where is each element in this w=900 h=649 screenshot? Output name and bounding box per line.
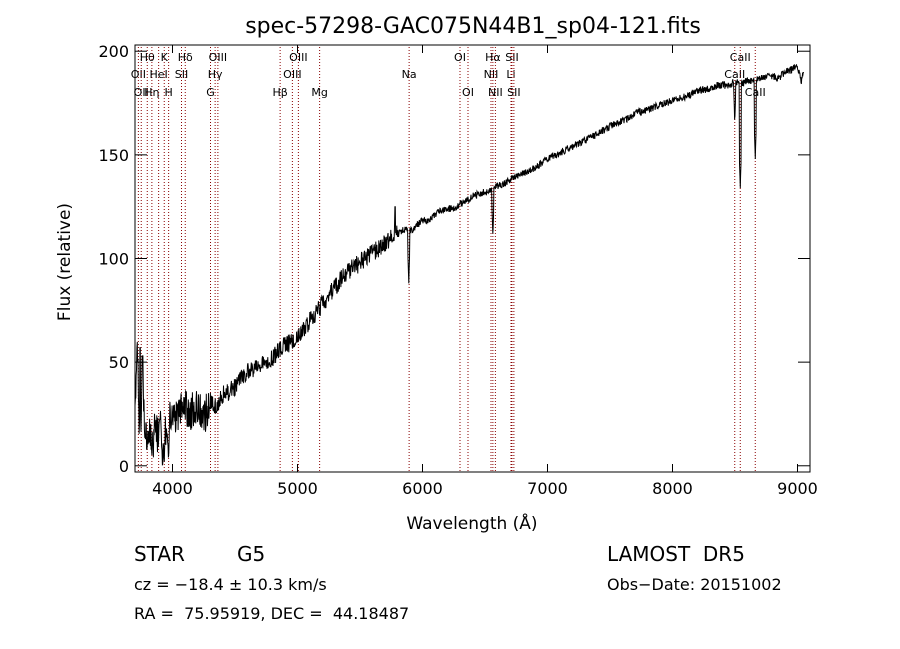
y-tick-label-1: 50 [109, 353, 129, 372]
line-marker-label-2: Hθ [140, 51, 155, 64]
axis-ticks: 4000 5000 6000 7000 8000 9000 0 50 100 150 200 [98, 42, 817, 498]
line-marker-label-16: Na [402, 68, 417, 81]
redshift-label: cz = −18.4 ± 10.3 km/s [134, 575, 327, 594]
line-marker-label-14: OIII [289, 51, 307, 64]
x-axis-label: Wavelength (Å) [406, 512, 537, 534]
y-axis-label: Flux (relative) [55, 203, 75, 321]
line-marker-label-20: Hα [485, 51, 501, 64]
line-marker-label-23: SII [505, 51, 518, 64]
y-tick-label-2: 100 [98, 250, 129, 269]
line-marker-label-17: OI [454, 51, 466, 64]
object-subclass: G5 [237, 542, 266, 566]
line-marker-label-13: OIII [283, 68, 301, 81]
line-marker-label-1: OII [134, 86, 149, 99]
survey-label: LAMOST DR5 [607, 542, 745, 566]
line-marker-label-18: OI [462, 86, 474, 99]
line-marker-label-24: SII [507, 86, 520, 99]
x-tick-label-2: 6000 [402, 479, 443, 498]
x-tick-label-5: 9000 [777, 479, 818, 498]
line-marker-label-5: K [161, 51, 169, 64]
line-marker-label-7: SII [175, 68, 188, 81]
object-class: STAR [134, 542, 185, 566]
line-marker-label-26: CaII [730, 51, 751, 64]
line-marker-label-22: Li [506, 68, 515, 81]
line-marker-label-4: HeI [149, 68, 167, 81]
series-layer [134, 64, 805, 466]
line-marker-label-10: Hγ [208, 68, 223, 81]
line-marker-label-27: CaII [745, 86, 766, 99]
line-marker-label-25: CaII [724, 68, 745, 81]
y-tick-label-3: 150 [98, 146, 129, 165]
line-marker-label-11: OIII [209, 51, 227, 64]
chart-title: spec-57298-GAC075N44B1_sp04-121.fits [245, 14, 701, 39]
x-tick-label-1: 5000 [277, 479, 318, 498]
y-tick-label-0: 0 [119, 457, 129, 476]
spectrum-line [134, 64, 805, 466]
line-marker-label-8: Hδ [178, 51, 193, 64]
line-marker-label-0: OII [131, 68, 146, 81]
line-marker-label-15: Mg [311, 86, 327, 99]
line-marker-label-21: NII [488, 86, 503, 99]
line-marker-label-19: NII [484, 68, 499, 81]
x-tick-label-3: 7000 [527, 479, 568, 498]
coordinates-label: RA = 75.95919, DEC = 44.18487 [134, 604, 410, 623]
line-marker-label-6: H [164, 86, 172, 99]
line-marker-label-12: Hβ [272, 86, 287, 99]
plot-frame [134, 44, 811, 473]
x-tick-label-4: 8000 [652, 479, 693, 498]
line-marker-label-3: Hη [144, 86, 159, 99]
x-tick-label-0: 4000 [152, 479, 193, 498]
obs-date-label: Obs−Date: 20151002 [607, 575, 782, 594]
line-markers: OIIOIIHθHηHeIKHSIIHδGHγOIIIHβOIIIOIIIMgN… [131, 47, 766, 472]
y-tick-label-4: 200 [98, 42, 129, 61]
line-marker-label-9: G [206, 86, 215, 99]
